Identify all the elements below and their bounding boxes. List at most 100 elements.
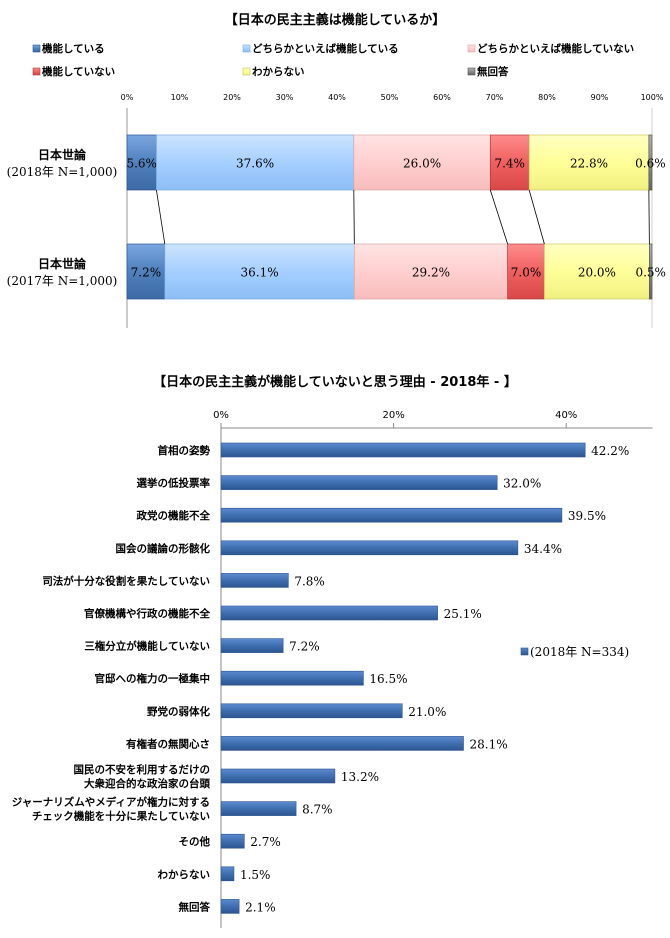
bar: [220, 703, 403, 719]
category-label: 無回答: [179, 900, 211, 913]
value-label: 8.7%: [302, 803, 333, 817]
legend-label: どちらかといえば機能している: [252, 42, 399, 55]
legend-label: 機能していない: [42, 65, 115, 78]
reasons-chart: 【日本の民主主義が機能していないと思う理由 - 2018年 - 】 0% 20% 40…: [12, 374, 653, 928]
bar-segment: [353, 243, 508, 300]
value-label: 32.0%: [503, 477, 541, 491]
category-label: 選挙の低投票率: [137, 477, 211, 490]
value-label: 25.1%: [444, 607, 482, 621]
category-label: 司法が十分な役割を果たしていない: [42, 574, 210, 587]
segment-label: 5.6%: [126, 157, 157, 171]
segment-label: 26.0%: [403, 157, 441, 171]
connector-line: [353, 189, 355, 245]
x-tick-label: 30%: [276, 93, 294, 102]
bar: [220, 507, 563, 523]
legend-label: どちらかといえば機能していない: [477, 42, 634, 55]
bar: [220, 833, 245, 849]
segment-label: 0.5%: [635, 266, 666, 280]
connector-line: [648, 189, 650, 245]
x-tick-label: 40%: [328, 93, 346, 102]
chart2-title: 【日本の民主主義が機能していないと思う理由 - 2018年 - 】: [153, 374, 517, 390]
category-label: 国会の議論の形骸化: [116, 542, 211, 555]
bar-segment: [156, 134, 355, 191]
stacked-chart: 【日本の民主主義は機能しているか】機能している どちらかといえば機能している どちら…: [7, 12, 666, 328]
bar-segment: [544, 243, 650, 300]
bar-segment: [164, 243, 355, 300]
legend-label: (2018年 N=334): [530, 645, 629, 659]
category-label: ジャーナリズムやメディアが権力に対する: [12, 796, 210, 809]
segment-label: 7.2%: [131, 266, 162, 280]
bar-segment: [126, 134, 157, 191]
category-label: 三権分立が機能していない: [84, 640, 210, 653]
bar-segment: [489, 134, 530, 191]
category-label: 有権者の無関心さ: [126, 737, 210, 750]
bar-segment: [648, 134, 653, 191]
x-tick-label: 70%: [486, 93, 504, 102]
row-label: 日本世論: [38, 256, 87, 271]
chart1-title: 【日本の民主主義は機能しているか】: [225, 12, 446, 28]
segment-label: 22.8%: [570, 157, 608, 171]
legend-label: 機能している: [42, 42, 105, 55]
bar: [220, 801, 297, 816]
value-label: 28.1%: [470, 737, 508, 751]
row-sublabel: (2018年 N=1,000): [7, 165, 118, 179]
x-tick-label: 20%: [382, 410, 404, 421]
value-label: 16.5%: [369, 672, 407, 686]
category-label: 国民の不安を利用するだけの: [74, 763, 211, 776]
x-tick-label: 0%: [121, 93, 134, 102]
x-tick-label: 10%: [171, 93, 189, 102]
x-tick-label: 40%: [555, 410, 577, 421]
segment-label: 37.6%: [236, 157, 274, 171]
category-label: 官僚機構や行政の機能不全: [84, 607, 210, 620]
x-tick-label: 50%: [381, 93, 399, 102]
value-label: 13.2%: [341, 770, 379, 784]
segment-label: 7.0%: [511, 266, 542, 280]
category-label: 大衆迎合的な政治家の台頭: [84, 777, 210, 790]
legend-swatch: [242, 67, 251, 76]
bar-segment: [353, 134, 491, 191]
bar: [220, 866, 235, 882]
bar: [220, 899, 240, 914]
bar: [220, 670, 364, 686]
x-tick-label: 0%: [213, 410, 229, 421]
bar: [220, 638, 284, 653]
category-label: チェック機能を十分に果たしていない: [32, 810, 210, 823]
category-label: 首相の姿勢: [158, 444, 211, 457]
connector-line: [156, 189, 166, 245]
value-label: 42.2%: [591, 444, 629, 458]
bar: [220, 540, 519, 556]
value-label: 2.1%: [245, 900, 275, 914]
x-tick-label: 20%: [223, 93, 241, 102]
x-tick-label: 90%: [591, 93, 609, 102]
legend-swatch: [467, 67, 476, 76]
segment-label: 20.0%: [578, 266, 616, 280]
bar: [220, 605, 438, 621]
value-label: 7.8%: [294, 574, 325, 588]
category-label: 野党の弱体化: [147, 705, 210, 718]
value-label: 1.5%: [240, 868, 271, 882]
segment-label: 29.2%: [412, 266, 450, 280]
segment-label: 7.4%: [494, 157, 525, 171]
connector-line: [528, 189, 545, 245]
legend-swatch: [520, 647, 529, 656]
category-label: 官邸への権力の一極集中: [95, 672, 211, 685]
x-tick-label: 80%: [538, 93, 556, 102]
legend-swatch: [32, 67, 41, 76]
x-tick-label: 100%: [641, 93, 664, 102]
bar: [220, 442, 586, 458]
bar: [220, 768, 336, 784]
legend-swatch: [467, 44, 476, 53]
bar-segment: [649, 243, 653, 300]
value-label: 39.5%: [568, 509, 606, 523]
row-label: 日本世論: [38, 147, 87, 162]
bar-segment: [507, 243, 545, 300]
value-label: 7.2%: [289, 640, 320, 654]
connector-line: [489, 189, 509, 245]
value-label: 34.4%: [524, 542, 562, 556]
bar: [220, 736, 464, 751]
legend-label: わからない: [252, 66, 305, 78]
value-label: 2.7%: [250, 835, 281, 849]
legend-label: 無回答: [477, 65, 509, 78]
x-tick-label: 60%: [433, 93, 451, 102]
